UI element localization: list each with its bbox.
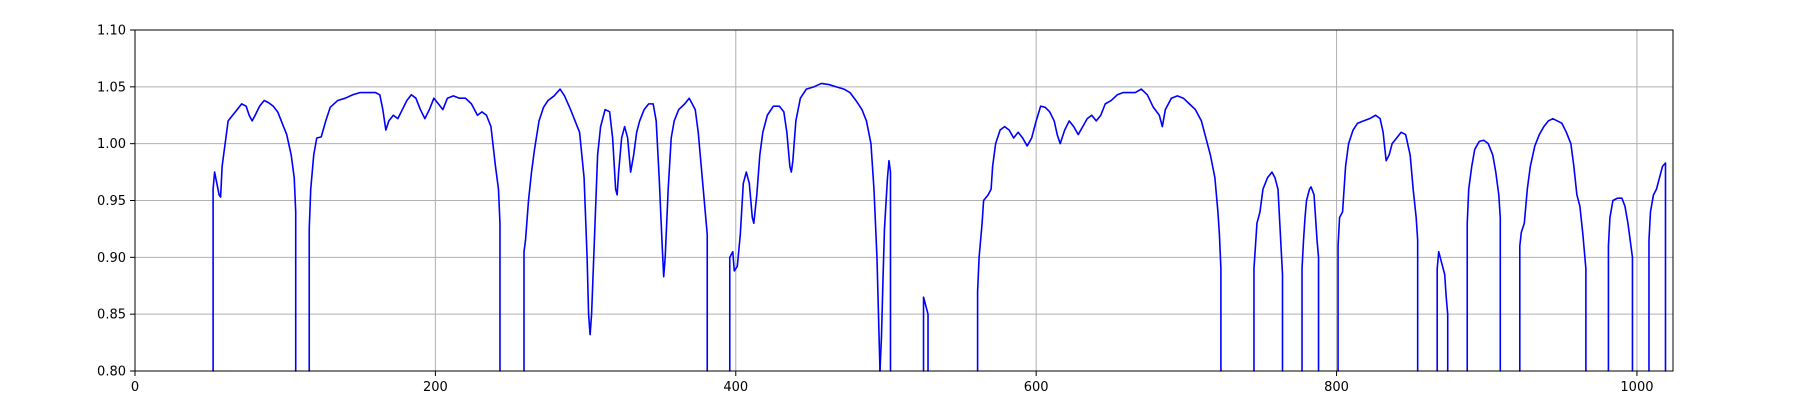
series-0-segment-4 bbox=[879, 159, 892, 372]
x-tick-label: 200 bbox=[423, 380, 448, 395]
series-0-segment-13 bbox=[1607, 197, 1634, 372]
x-tick-label: 1000 bbox=[1620, 380, 1653, 395]
x-axis: 0 200 400 600 800 1000 bbox=[131, 371, 1654, 395]
series-0-segment-12 bbox=[1519, 117, 1587, 372]
x-tick-label: 800 bbox=[1324, 380, 1349, 395]
series-0-segment-0 bbox=[212, 99, 297, 372]
series-layer bbox=[212, 82, 1667, 372]
x-tick-label: 0 bbox=[131, 380, 139, 395]
y-tick-label: 1.10 bbox=[97, 24, 126, 39]
series-0-segment-6 bbox=[976, 88, 1222, 372]
series-0-segment-10 bbox=[1436, 250, 1449, 372]
series-0-segment-14 bbox=[1648, 162, 1667, 372]
series-0-segment-9 bbox=[1337, 114, 1419, 372]
y-tick-label: 1.05 bbox=[97, 80, 126, 95]
y-tick-label: 0.95 bbox=[97, 194, 126, 209]
series-0-segment-11 bbox=[1466, 139, 1502, 372]
x-tick-label: 400 bbox=[723, 380, 748, 395]
series-0-segment-5 bbox=[922, 296, 929, 372]
y-tick-label: 1.00 bbox=[97, 137, 126, 152]
series-0-segment-1 bbox=[308, 91, 501, 372]
y-axis: 0.80 0.85 0.90 0.95 1.00 1.05 1.10 bbox=[97, 24, 135, 380]
y-tick-label: 0.80 bbox=[97, 365, 126, 380]
x-tick-label: 600 bbox=[1024, 380, 1049, 395]
series-0-segment-7 bbox=[1253, 171, 1284, 372]
series-0-segment-2 bbox=[523, 88, 709, 372]
y-tick-label: 0.85 bbox=[97, 308, 126, 323]
series-0-segment-3 bbox=[728, 82, 881, 372]
y-tick-label: 0.90 bbox=[97, 251, 126, 266]
series-0-segment-8 bbox=[1301, 186, 1320, 372]
